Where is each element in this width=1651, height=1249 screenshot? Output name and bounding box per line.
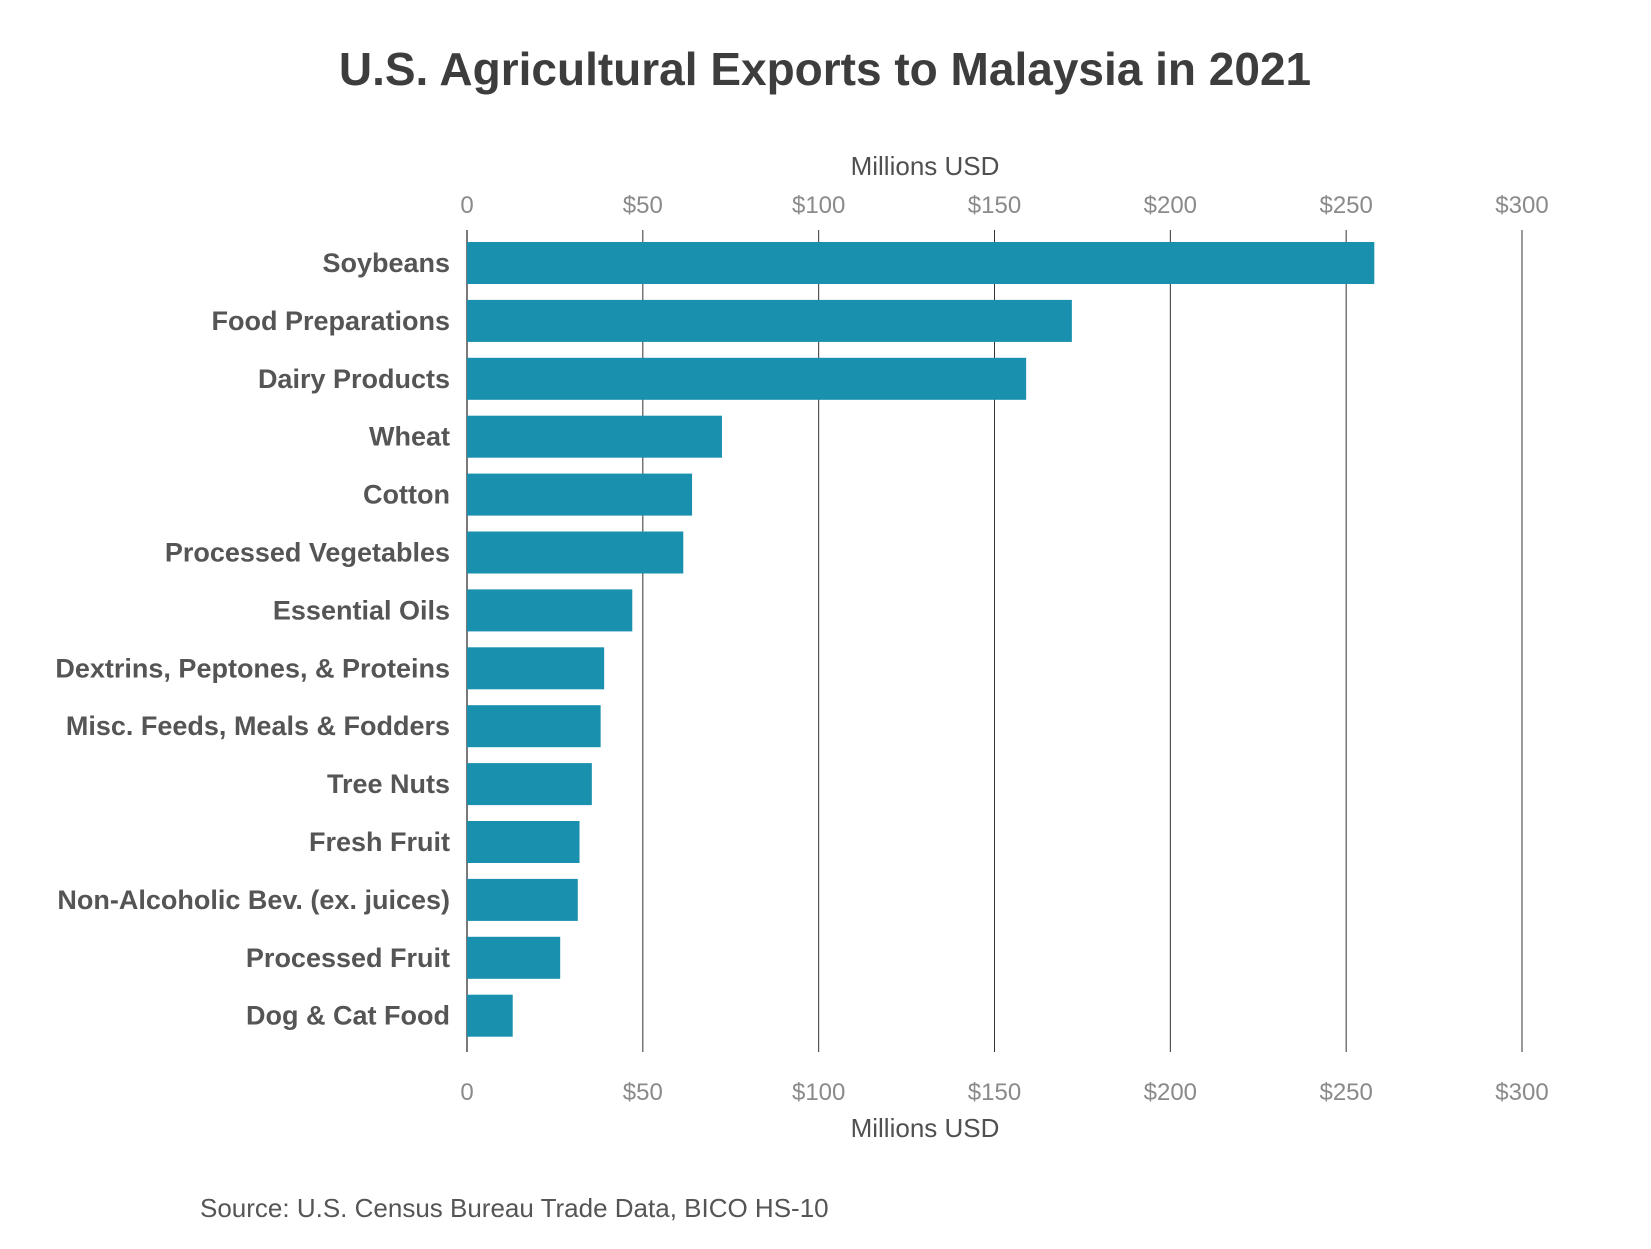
x-tick-label-top: $100 (792, 192, 845, 219)
category-label: Processed Fruit (246, 943, 450, 973)
x-tick-label-top: 0 (460, 192, 473, 219)
category-label: Wheat (369, 422, 450, 452)
x-tick-label-top: $300 (1495, 192, 1548, 219)
chart-title: U.S. Agricultural Exports to Malaysia in… (339, 43, 1311, 95)
bar (467, 357, 1027, 400)
category-label: Tree Nuts (327, 769, 450, 799)
category-label: Dairy Products (258, 364, 450, 394)
bar (467, 763, 592, 806)
category-label: Dog & Cat Food (246, 1001, 450, 1031)
bar (467, 299, 1072, 342)
category-label: Non-Alcoholic Bev. (ex. juices) (57, 885, 450, 915)
category-label: Fresh Fruit (309, 827, 450, 857)
x-tick-label-bottom: $200 (1144, 1079, 1197, 1106)
bar (467, 242, 1375, 284)
category-labels: Soybeans Food Preparations Dairy Products W… (55, 248, 450, 1031)
bar (467, 589, 633, 632)
bar (467, 994, 513, 1037)
bar (467, 936, 561, 979)
bar (467, 878, 578, 921)
x-tick-label-bottom: $50 (623, 1079, 663, 1106)
category-label: Processed Vegetables (165, 538, 450, 568)
x-tick-label-top: $50 (623, 192, 663, 219)
x-tick-label-bottom: $100 (792, 1079, 845, 1106)
bar (467, 531, 684, 574)
bar (467, 473, 693, 516)
category-label: Dextrins, Peptones, & Proteins (55, 653, 450, 683)
bar (467, 705, 601, 748)
category-label: Food Preparations (211, 306, 450, 336)
source-note: Source: U.S. Census Bureau Trade Data, B… (200, 1193, 829, 1223)
bar (467, 415, 722, 458)
category-label: Soybeans (322, 248, 450, 278)
gridlines (466, 230, 1523, 1052)
x-tick-label-bottom: 0 (460, 1079, 473, 1106)
x-tick-label-top: $250 (1319, 192, 1372, 219)
x-tick-label-bottom: $150 (968, 1079, 1021, 1106)
x-axis-bottom: 0 $50 $100 $150 $200 $250 $300 (460, 1079, 1548, 1106)
x-tick-label-bottom: $300 (1495, 1079, 1548, 1106)
x-tick-label-top: $200 (1144, 192, 1197, 219)
category-label: Cotton (363, 480, 450, 510)
bar (467, 647, 605, 690)
x-tick-label-bottom: $250 (1319, 1079, 1372, 1106)
x-axis-title-bottom: Millions USD (851, 1113, 1000, 1143)
x-tick-label-top: $150 (968, 192, 1021, 219)
bars (467, 242, 1375, 1037)
x-axis-title-top: Millions USD (851, 151, 1000, 181)
category-label: Essential Oils (273, 595, 450, 625)
x-axis-top: 0 $50 $100 $150 $200 $250 $300 (460, 192, 1548, 219)
bar (467, 821, 580, 863)
category-label: Misc. Feeds, Meals & Fodders (66, 711, 450, 741)
